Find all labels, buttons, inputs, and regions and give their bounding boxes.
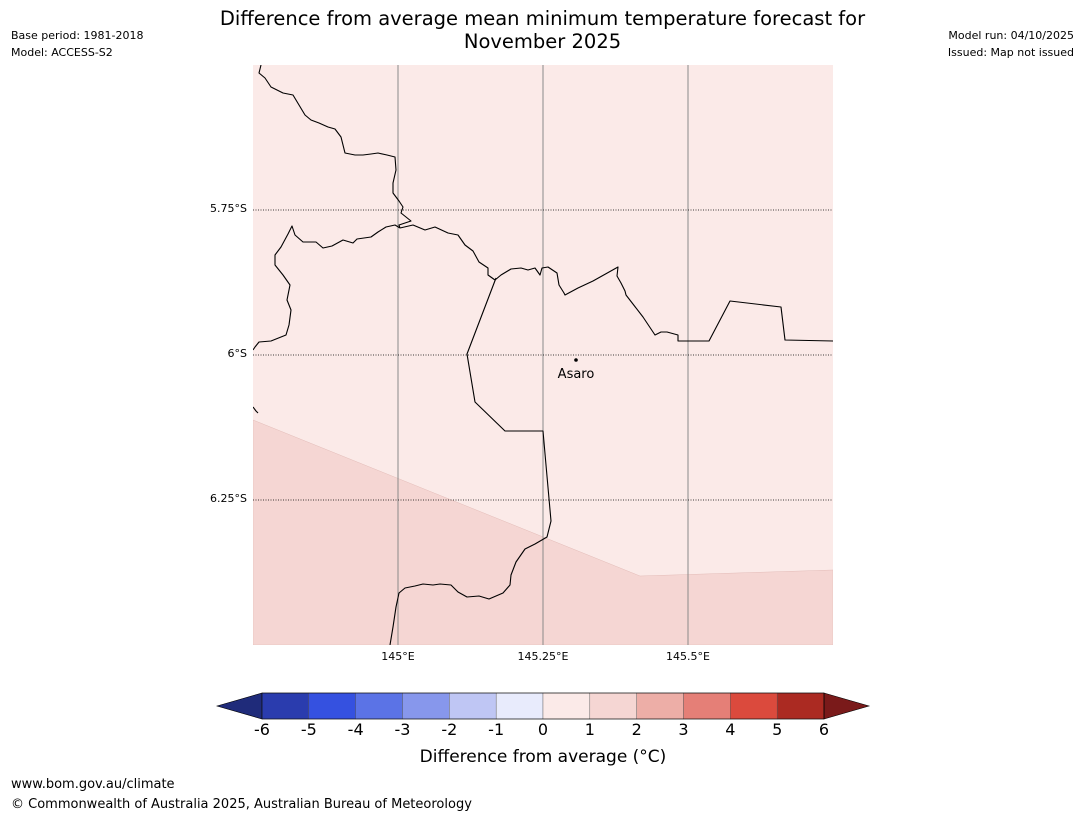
colorbar-tick-label: -4 [347,720,364,739]
town-label: Asaro [558,367,595,382]
footer-copyright: © Commonwealth of Australia 2025, Austra… [11,797,472,812]
latitude-label-6-25s: 6.25°S [210,492,247,505]
colorbar-tick-label: 5 [772,720,783,739]
colorbar [215,692,871,720]
colorbar-tick-label: -6 [254,720,270,739]
colorbar-tick-label: 6 [818,720,830,739]
map-area: Asaro [253,65,833,645]
colorbar-tick-label: -1 [488,720,505,739]
colorbar-label: Difference from average (°C) [419,747,667,767]
colorbar-cell [402,692,450,720]
title-line-1: Difference from average mean minimum tem… [219,7,866,30]
colorbar-cell [261,692,310,720]
colorbar-under-arrow [215,692,263,720]
title-line-2: November 2025 [463,30,622,53]
boundary-west-edge [253,406,259,414]
colorbar-cell [355,692,403,720]
province-boundaries [253,65,833,645]
longitude-label-145-5e: 145.5°E [666,650,710,663]
map-title: Difference from average mean minimum tem… [180,7,905,53]
metadata-left: Base period: 1981-2018 Model: ACCESS-S2 [11,27,143,61]
latitude-label-5-75s: 5.75°S [210,202,247,215]
footer: www.bom.gov.au/climate © Commonwealth of… [11,775,472,815]
colorbar-cell [776,692,825,720]
town-marker [574,358,578,362]
colorbar-cell [636,692,684,720]
colorbar-over-arrow [823,692,871,720]
boundary-central [253,224,401,351]
boundary-north [399,224,833,342]
colorbar-tick-label: -5 [300,720,317,739]
colorbar-tick-label: 1 [584,720,595,739]
colorbar-tick-label: 0 [537,720,549,739]
boundary-south [389,277,552,645]
colorbar-cell [542,692,591,720]
colorbar-cell [683,692,731,720]
colorbar-cell [730,692,778,720]
model-name: Model: ACCESS-S2 [11,46,113,59]
issued-status: Issued: Map not issued [947,46,1074,59]
colorbar-cell [495,692,544,720]
longitude-label-145e: 145°E [381,650,415,663]
model-run: Model run: 04/10/2025 [948,29,1074,42]
colorbar-tick-label: 4 [725,720,736,739]
colorbar-outline [261,692,825,720]
boundary-west [258,65,412,229]
colorbar-cells [261,692,825,720]
latitude-label-6s: 6°S [227,347,247,360]
colorbar-cell [589,692,637,720]
colorbar-tick-label: 3 [678,720,689,739]
metadata-right: Model run: 04/10/2025 Issued: Map not is… [948,27,1074,61]
base-period: Base period: 1981-2018 [11,29,144,42]
longitude-label-145-25e: 145.25°E [517,650,569,663]
colorbar-cell [449,692,497,720]
colorbar-tick-label: -2 [441,720,458,739]
colorbar-tick-label: 2 [631,720,642,739]
colorbar-cell [308,692,356,720]
colorbar-tick-label: -3 [394,720,411,739]
footer-url[interactable]: www.bom.gov.au/climate [11,777,175,792]
